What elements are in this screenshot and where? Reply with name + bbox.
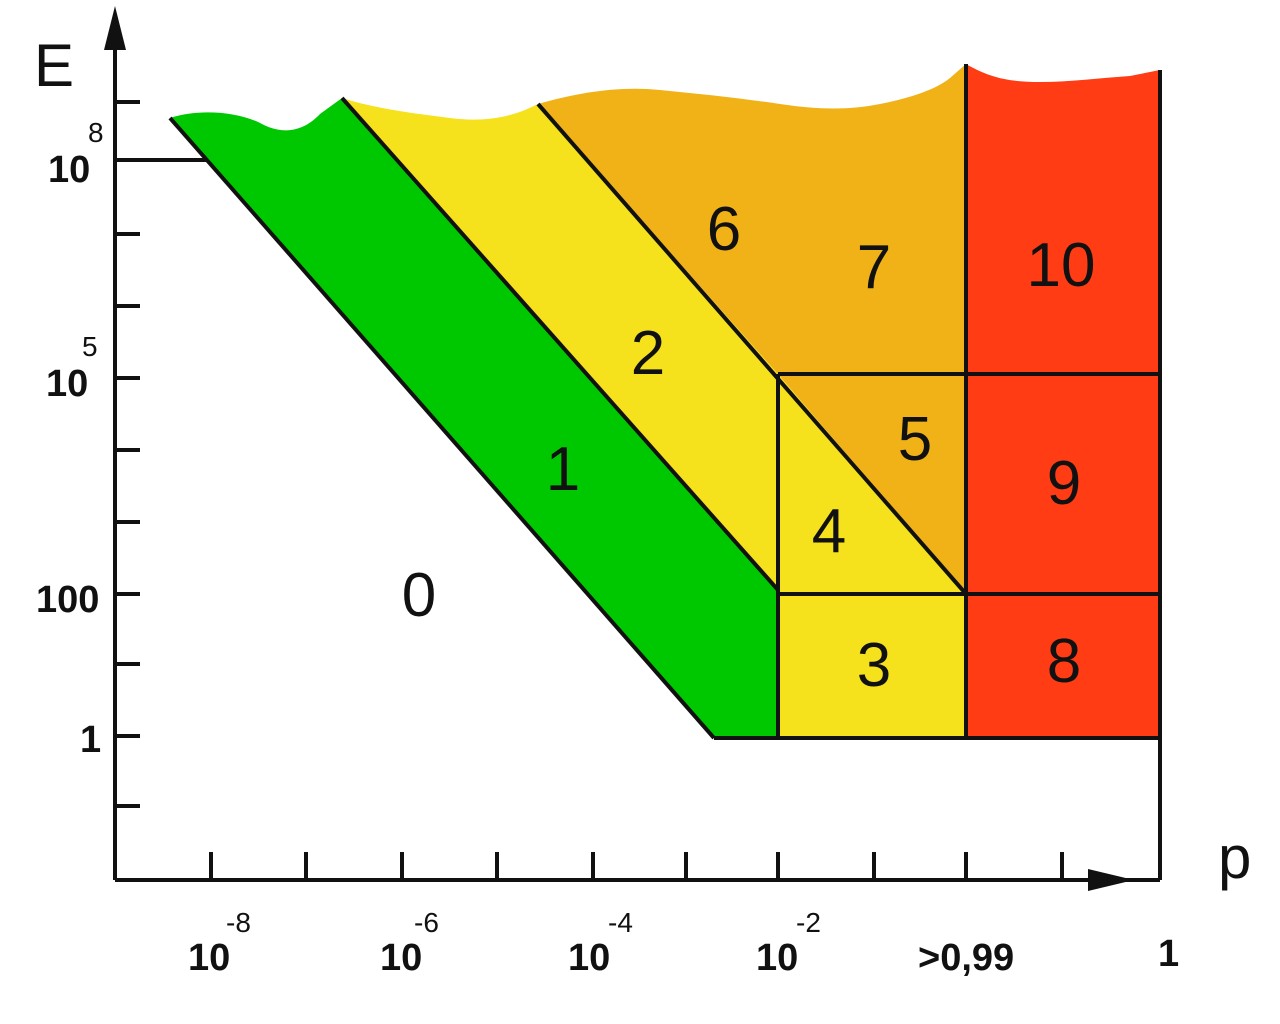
- y-tick-label-base: 10: [46, 363, 88, 405]
- zone-67-fill: [538, 64, 966, 374]
- y-tick-label-base: 100: [36, 579, 99, 621]
- y-tick-labels: 10 8 10 5 100 1: [36, 117, 104, 761]
- zone-red-fill: [966, 64, 1160, 738]
- x-tick-label-exp: -6: [414, 907, 439, 938]
- x-tick-label-exp: -8: [226, 907, 251, 938]
- region-label-0: 0: [402, 561, 436, 630]
- y-tick-marks: [115, 100, 140, 808]
- x-tick-label-exp: -4: [608, 907, 633, 938]
- y-tick-label-base: 10: [48, 149, 90, 191]
- zone-1-fill: [170, 98, 778, 738]
- x-tick-marks: [209, 852, 1064, 880]
- region-label-9: 9: [1047, 449, 1081, 518]
- region-label-5: 5: [898, 405, 932, 474]
- x-tick-label-base: 10: [380, 937, 422, 979]
- x-axis-arrow: [1088, 869, 1134, 891]
- y-tick-label-base: 1: [80, 719, 101, 761]
- region-label-2: 2: [631, 319, 665, 388]
- region-label-1: 1: [546, 435, 580, 504]
- region-label-3: 3: [857, 631, 891, 700]
- y-tick-label-exp: 5: [82, 331, 98, 362]
- x-tick-label-base: 10: [756, 937, 798, 979]
- x-axis-title: p: [1218, 824, 1251, 891]
- region-label-4: 4: [812, 497, 846, 566]
- axes: [104, 6, 1160, 891]
- region-label-7: 7: [857, 233, 891, 302]
- x-tick-label-base: >0,99: [918, 937, 1014, 979]
- y-tick-label-exp: 8: [88, 117, 104, 148]
- region-label-10: 10: [1027, 231, 1096, 300]
- region-label-8: 8: [1047, 627, 1081, 696]
- zone-fills: [170, 64, 1160, 738]
- x-tick-label-exp: -2: [796, 907, 821, 938]
- zone-3-fill: [778, 594, 966, 738]
- x-tick-label-base: 10: [188, 937, 230, 979]
- x-tick-labels: 10 -8 10 -6 10 -4 10 -2 >0,99 1: [188, 907, 1179, 979]
- region-labels: 0 1 2 3 4 5 6 7 8 9 10: [402, 195, 1096, 700]
- boundary-green-yellow: [340, 96, 780, 592]
- y-axis-title: E: [34, 32, 74, 99]
- boundary-lines: [115, 64, 1162, 880]
- y-axis-arrow: [104, 6, 126, 50]
- boundary-left-green: [168, 116, 716, 740]
- region-label-6: 6: [707, 195, 741, 264]
- boundary-yellow-orange: [536, 102, 968, 596]
- x-tick-label-base: 10: [568, 937, 610, 979]
- x-tick-label-base: 1: [1158, 933, 1179, 975]
